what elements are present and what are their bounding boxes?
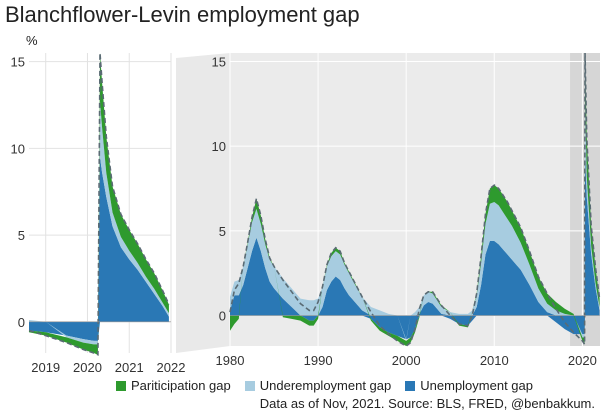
y-tick-label-full: 15: [212, 54, 226, 69]
legend-item-participation: Pariticipation gap: [116, 378, 231, 393]
zoom-connector-band: [176, 53, 230, 353]
x-tick-label-zoom: 2022: [157, 360, 186, 375]
legend-label-unemployment: Unemployment gap: [420, 378, 533, 393]
x-tick-label-zoom: 2019: [31, 360, 60, 375]
legend-item-unemployment: Unemployment gap: [405, 378, 533, 393]
legend-swatch-underemployment: [244, 380, 255, 391]
y-tick-label-full: 10: [212, 139, 226, 154]
x-tick-label-full: 1980: [216, 353, 245, 368]
zoom-panel: 0 5 10 15 2019 2020 2021 2022: [11, 52, 186, 375]
y-tick-label-full: 5: [219, 224, 226, 239]
total-gap-line-zoom: [28, 52, 170, 356]
x-tick-label-full: 2020: [568, 353, 597, 368]
legend-label-participation: Pariticipation gap: [131, 378, 231, 393]
unit-label: %: [26, 33, 38, 48]
y-tick-label-zoom: 5: [18, 228, 25, 243]
area-unemployment-gap-full: [230, 154, 600, 340]
legend-swatch-unemployment: [405, 380, 416, 391]
chart-svg: 0 5 10 15 2019 2020 2021 2022 0 5 10 15 1980 1990 200…: [11, 52, 601, 375]
area-pariticipation-gap-zoom: [29, 53, 169, 355]
x-tick-label-zoom: 2021: [115, 360, 144, 375]
x-tick-label-zoom: 2020: [73, 360, 102, 375]
legend: Pariticipation gap Underemployment gap U…: [116, 378, 533, 393]
chart-title: Blanchflower-Levin employment gap: [5, 2, 360, 27]
y-tick-label-full: 0: [219, 309, 226, 324]
zoom-connector: [176, 53, 230, 353]
source-note: Data as of Nov, 2021. Source: BLS, FRED,…: [259, 396, 595, 411]
total-gap-line-full: [229, 52, 601, 347]
y-tick-label-zoom: 15: [11, 55, 25, 70]
x-tick-label-full: 2000: [392, 353, 421, 368]
x-tick-label-full: 1990: [304, 353, 333, 368]
x-tick-label-full: 2010: [480, 353, 509, 368]
legend-swatch-participation: [116, 380, 126, 391]
full-panel: 0 5 10 15 1980 1990 2000 2010 2020: [212, 52, 601, 368]
legend-label-underemployment: Underemployment gap: [259, 378, 392, 393]
y-tick-label-zoom: 0: [18, 315, 25, 330]
legend-item-underemployment: Underemployment gap: [244, 378, 392, 393]
y-tick-label-zoom: 10: [11, 141, 25, 156]
